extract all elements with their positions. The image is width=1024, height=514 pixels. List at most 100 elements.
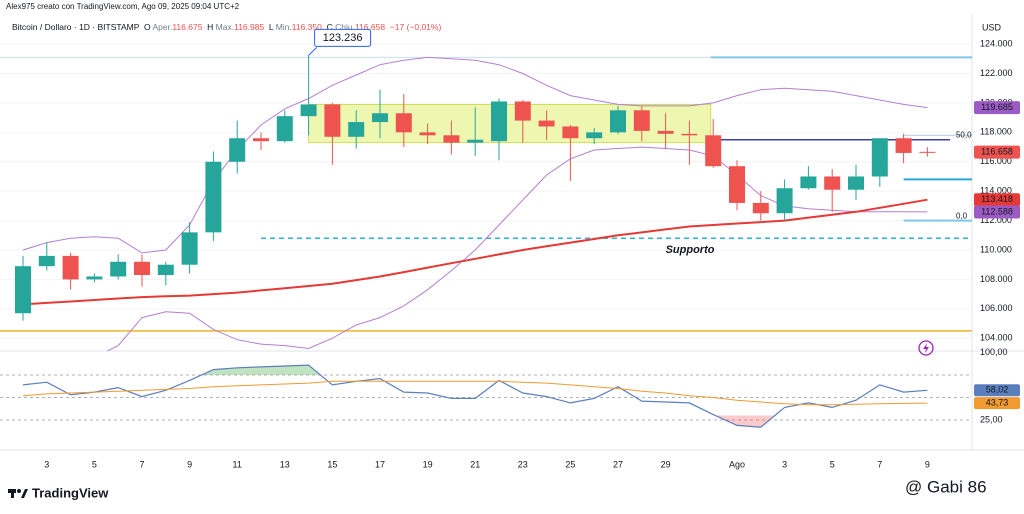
candle-body	[38, 255, 55, 267]
candle-body	[752, 202, 769, 214]
header-item: Bitcoin / Dollaro · 1D · BITSTAMP	[12, 22, 142, 32]
header-item: O	[142, 22, 153, 32]
candle-body	[705, 135, 722, 167]
x-tick-label: 5	[830, 459, 835, 469]
candle-body	[491, 101, 507, 142]
annotation-text: 123.236	[323, 32, 363, 44]
x-tick-label: 25	[565, 459, 575, 469]
x-tick-label: 21	[470, 459, 480, 469]
x-tick-label: 27	[613, 459, 623, 469]
candle-body	[800, 176, 817, 189]
price-label: 113.418	[981, 194, 1013, 204]
y-tick-label: 118.000	[980, 127, 1012, 137]
candle-body	[514, 101, 531, 121]
candle-body	[657, 130, 674, 134]
x-tick-label: 3	[44, 459, 49, 469]
header-item: 116.985	[234, 22, 264, 32]
price-label: 112.588	[981, 206, 1013, 216]
candle-body	[562, 126, 579, 139]
candle-body	[62, 255, 79, 280]
watermark: @ Gabi 86	[905, 477, 987, 496]
y-tick-label: 122.000	[980, 68, 1013, 78]
header-item: H	[202, 22, 215, 32]
x-tick-label: 19	[423, 459, 433, 469]
price-label-bg	[974, 101, 1020, 115]
x-tick-label: 29	[661, 459, 671, 469]
main-pane	[0, 43, 972, 351]
candle-body	[324, 104, 341, 137]
x-tick-label: 23	[518, 459, 528, 469]
rsi-oversold-fill	[23, 415, 928, 428]
lightning-icon	[918, 340, 934, 356]
rsi-pane	[0, 364, 972, 428]
header-item: Aper.	[152, 22, 172, 32]
candle-body	[134, 261, 150, 275]
price-label: 116.658	[981, 146, 1013, 156]
candle-body	[681, 133, 698, 136]
level-text: 50,0	[956, 130, 972, 139]
header-item: Min.	[276, 22, 292, 32]
header-item: 116.658	[355, 22, 385, 32]
x-tick-label: 15	[327, 459, 337, 469]
candle-body	[586, 132, 603, 139]
header-item: Chiu.	[335, 22, 355, 32]
x-tick-label: 9	[187, 459, 192, 469]
candle-body	[538, 120, 555, 127]
x-tick-label: 3	[782, 459, 787, 469]
header-item: 116.675	[172, 22, 202, 32]
rsi-line	[22, 364, 928, 428]
header-item: −17 (−0,01%)	[385, 22, 441, 32]
y-tick-label: 112.000	[980, 215, 1012, 225]
tv-logo	[8, 489, 28, 498]
candle-body	[86, 276, 103, 280]
x-tick-label: 13	[280, 459, 290, 469]
x-tick-label: Ago	[729, 459, 745, 469]
rsi-label: 43,73	[986, 398, 1009, 408]
x-tick-label: 7	[877, 459, 882, 469]
candle-body	[419, 132, 436, 136]
rsi-tick-label: 100,00	[980, 347, 1008, 357]
x-tick-label: 17	[375, 459, 385, 469]
rsi-ma-line	[22, 380, 928, 406]
candle-body	[372, 113, 388, 123]
rsi-tick-label: 25,00	[980, 414, 1003, 424]
header-item: L	[264, 22, 276, 32]
header: Bitcoin / Dollaro · 1D · BITSTAMP O Aper…	[12, 22, 441, 32]
price-label-bg	[974, 193, 1020, 207]
candle-body	[276, 116, 293, 142]
candle-body	[871, 138, 888, 177]
candle-body	[467, 139, 484, 143]
y-tick-label: 108.000	[980, 274, 1013, 284]
candle-body	[229, 138, 246, 162]
header-item: 116.350	[292, 22, 322, 32]
level-text: 0,0	[956, 211, 968, 220]
candle-body	[610, 110, 626, 133]
y-tick-label: 114.000	[980, 186, 1012, 196]
candle-body	[348, 122, 365, 137]
candle-body	[253, 138, 269, 142]
candle-body	[15, 266, 31, 314]
header-item: Max.	[216, 22, 234, 32]
credit: Alex975 creato con TradingView.com, Ago …	[6, 2, 240, 11]
header-item: C	[322, 22, 335, 32]
candle-body	[895, 138, 912, 153]
y-tick-label: 106.000	[980, 303, 1013, 313]
candle-body	[729, 166, 745, 203]
candle-body	[824, 176, 841, 190]
branding: TradingView	[32, 485, 109, 500]
x-tick-label: 5	[92, 459, 97, 469]
candle-body	[919, 151, 936, 153]
candle-body	[181, 232, 198, 265]
range-box	[308, 104, 712, 144]
rsi-label-bg	[974, 384, 1020, 397]
support-label: Supporto	[666, 244, 715, 256]
y-tick-label: 104.000	[980, 333, 1013, 343]
candle-body	[395, 113, 412, 133]
candle-body	[848, 176, 864, 190]
candle-body	[110, 261, 127, 277]
price-label-bg	[974, 145, 1020, 159]
rsi-label: 58,02	[986, 385, 1009, 395]
x-tick-label: 11	[233, 459, 242, 469]
